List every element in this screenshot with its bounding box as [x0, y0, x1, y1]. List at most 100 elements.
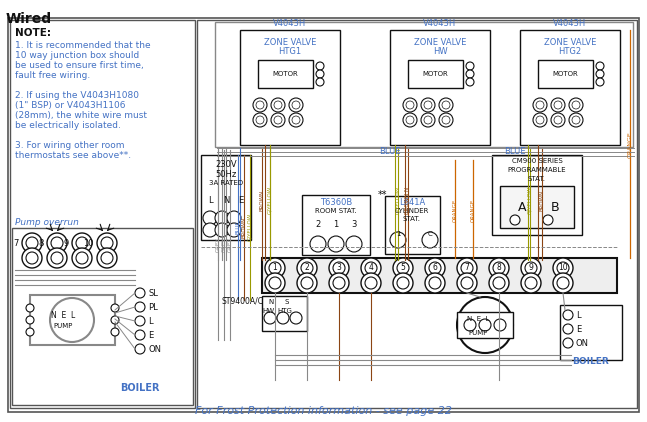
Text: L: L — [208, 196, 212, 205]
Text: 2: 2 — [305, 263, 309, 273]
Circle shape — [135, 344, 145, 354]
Circle shape — [536, 101, 544, 109]
Text: BROWN N: BROWN N — [406, 187, 410, 214]
Text: T6360B: T6360B — [320, 198, 352, 207]
Text: CM900 SERIES: CM900 SERIES — [512, 158, 562, 164]
Text: A: A — [518, 200, 526, 214]
Circle shape — [277, 312, 289, 324]
Circle shape — [554, 116, 562, 124]
Text: 8: 8 — [497, 263, 501, 273]
Circle shape — [274, 116, 282, 124]
Circle shape — [26, 304, 34, 312]
Text: BOILER: BOILER — [573, 357, 609, 366]
Text: E: E — [576, 325, 581, 333]
Text: 1. It is recommended that the: 1. It is recommended that the — [15, 41, 151, 50]
Circle shape — [422, 232, 438, 248]
Text: GREY: GREY — [215, 238, 221, 252]
Text: V4043H: V4043H — [423, 19, 457, 28]
Bar — [390, 30, 490, 145]
Circle shape — [203, 223, 217, 237]
Text: MOTOR: MOTOR — [552, 71, 578, 77]
Circle shape — [563, 338, 573, 348]
Circle shape — [289, 98, 303, 112]
Bar — [385, 196, 440, 254]
Bar — [538, 60, 593, 88]
Circle shape — [290, 312, 302, 324]
Text: 3: 3 — [336, 263, 342, 273]
Text: N  E  L: N E L — [51, 311, 75, 320]
Circle shape — [97, 233, 117, 253]
Text: PUMP: PUMP — [53, 323, 72, 329]
Circle shape — [557, 262, 569, 274]
Text: BLUE: BLUE — [504, 147, 526, 156]
Circle shape — [461, 262, 473, 274]
Circle shape — [521, 273, 541, 293]
Circle shape — [274, 101, 282, 109]
Text: fault free wiring.: fault free wiring. — [15, 71, 90, 80]
Circle shape — [429, 277, 441, 289]
Circle shape — [72, 248, 92, 268]
Text: ON: ON — [148, 344, 161, 354]
Text: NOTE:: NOTE: — [15, 28, 51, 38]
Text: HTG1: HTG1 — [278, 47, 302, 56]
Circle shape — [269, 262, 281, 274]
Text: S: S — [285, 299, 289, 305]
Text: PL: PL — [148, 303, 158, 311]
Text: G/YELLOW: G/YELLOW — [527, 186, 532, 214]
Bar — [12, 228, 193, 405]
Circle shape — [397, 262, 409, 274]
Text: L: L — [576, 311, 580, 319]
Circle shape — [521, 258, 541, 278]
Circle shape — [316, 78, 324, 86]
Circle shape — [439, 113, 453, 127]
Circle shape — [442, 116, 450, 124]
Circle shape — [111, 328, 119, 336]
Circle shape — [425, 258, 445, 278]
Circle shape — [464, 319, 476, 331]
Text: STAT.: STAT. — [403, 216, 421, 222]
Text: SL: SL — [148, 289, 158, 298]
Text: G/YELLOW: G/YELLOW — [395, 186, 400, 214]
Circle shape — [596, 70, 604, 78]
Circle shape — [292, 116, 300, 124]
Text: 1: 1 — [333, 220, 338, 229]
Circle shape — [406, 116, 414, 124]
Circle shape — [47, 233, 67, 253]
Text: STAT.: STAT. — [528, 176, 546, 182]
Circle shape — [333, 277, 345, 289]
Circle shape — [269, 277, 281, 289]
Text: 10: 10 — [83, 238, 94, 247]
Circle shape — [22, 233, 42, 253]
Circle shape — [301, 277, 313, 289]
Circle shape — [50, 298, 94, 342]
Circle shape — [215, 223, 229, 237]
Circle shape — [466, 70, 474, 78]
Text: BLUE: BLUE — [236, 220, 241, 234]
Circle shape — [265, 273, 285, 293]
Circle shape — [256, 101, 264, 109]
Text: L: L — [148, 316, 153, 325]
Circle shape — [316, 70, 324, 78]
Text: ZONE VALVE: ZONE VALVE — [264, 38, 316, 47]
Circle shape — [271, 113, 285, 127]
Text: HTG2: HTG2 — [558, 47, 582, 56]
Circle shape — [494, 319, 506, 331]
Circle shape — [329, 258, 349, 278]
Bar — [262, 258, 617, 293]
Circle shape — [97, 248, 117, 268]
Text: 3A RATED: 3A RATED — [209, 180, 243, 186]
Text: 2. If using the V4043H1080: 2. If using the V4043H1080 — [15, 91, 139, 100]
Text: 7: 7 — [14, 238, 19, 247]
Text: ORANGE: ORANGE — [452, 198, 457, 222]
Text: ORANGE: ORANGE — [628, 132, 633, 158]
Circle shape — [111, 316, 119, 324]
Circle shape — [227, 223, 241, 237]
Circle shape — [553, 273, 573, 293]
Circle shape — [557, 277, 569, 289]
Circle shape — [47, 248, 67, 268]
Circle shape — [551, 113, 565, 127]
Text: be electrically isolated.: be electrically isolated. — [15, 121, 121, 130]
Bar — [500, 186, 574, 228]
Text: PUMP: PUMP — [468, 330, 488, 336]
Circle shape — [333, 262, 345, 274]
